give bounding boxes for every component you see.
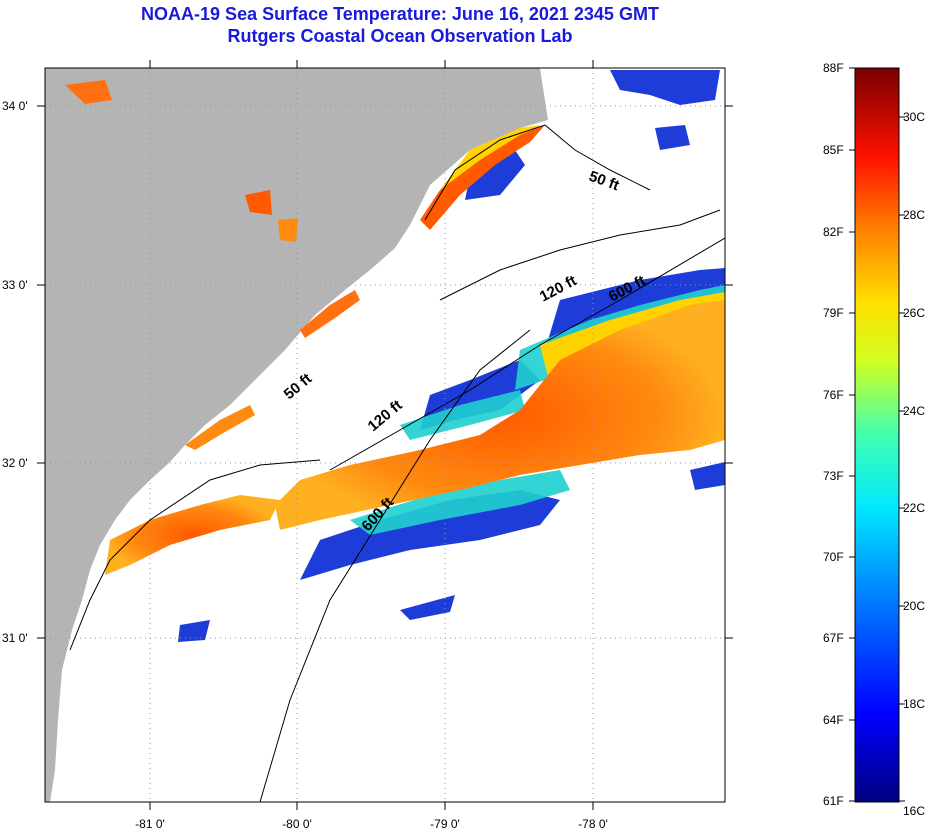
map-grid bbox=[45, 68, 725, 802]
warm-patch-coast bbox=[420, 125, 545, 230]
gulf-stream-warm bbox=[105, 300, 725, 575]
cbar-f-label: 61F bbox=[823, 794, 844, 808]
lon-label: -78 0' bbox=[578, 817, 608, 831]
axis-ticks bbox=[37, 60, 733, 810]
cbar-c-label: 18C bbox=[903, 697, 925, 711]
chart-subtitle: Rutgers Coastal Ocean Observation Lab bbox=[227, 26, 573, 46]
cbar-c-label: 20C bbox=[903, 599, 925, 613]
cbar-f-label: 79F bbox=[823, 306, 844, 320]
lat-label: 33 0' bbox=[2, 278, 28, 292]
colorbar-c-labels: 30C 28C 26C 24C 22C 20C 18C 16C bbox=[903, 110, 925, 818]
cbar-f-label: 64F bbox=[823, 713, 844, 727]
cbar-f-label: 76F bbox=[823, 388, 844, 402]
cbar-c-label: 16C bbox=[903, 804, 925, 818]
colorbar-ticks bbox=[849, 67, 905, 802]
colorbar bbox=[854, 67, 900, 803]
cbar-f-label: 82F bbox=[823, 225, 844, 239]
lon-label: -79 0' bbox=[430, 817, 460, 831]
cbar-c-label: 24C bbox=[903, 404, 925, 418]
colorbar-f-labels: 88F 85F 82F 79F 76F 73F 70F 67F 64F 61F bbox=[823, 61, 844, 808]
lat-label: 32 0' bbox=[2, 456, 28, 470]
cbar-f-label: 73F bbox=[823, 469, 844, 483]
cbar-f-label: 88F bbox=[823, 61, 844, 75]
bathymetry-contours bbox=[69, 124, 725, 802]
cbar-c-label: 30C bbox=[903, 110, 925, 124]
lon-label: -80 0' bbox=[282, 817, 312, 831]
cbar-f-label: 70F bbox=[823, 550, 844, 564]
cbar-c-label: 22C bbox=[903, 501, 925, 515]
chart-title: NOAA-19 Sea Surface Temperature: June 16… bbox=[141, 4, 659, 24]
map-frame bbox=[44, 67, 726, 803]
cbar-f-label: 67F bbox=[823, 631, 844, 645]
cbar-c-label: 28C bbox=[903, 208, 925, 222]
lat-label: 34 0' bbox=[2, 99, 28, 113]
land-mass bbox=[45, 68, 548, 802]
lon-label: -81 0' bbox=[135, 817, 165, 831]
lat-label: 31 0' bbox=[2, 631, 28, 645]
cbar-f-label: 85F bbox=[823, 143, 844, 157]
cbar-c-label: 26C bbox=[903, 306, 925, 320]
